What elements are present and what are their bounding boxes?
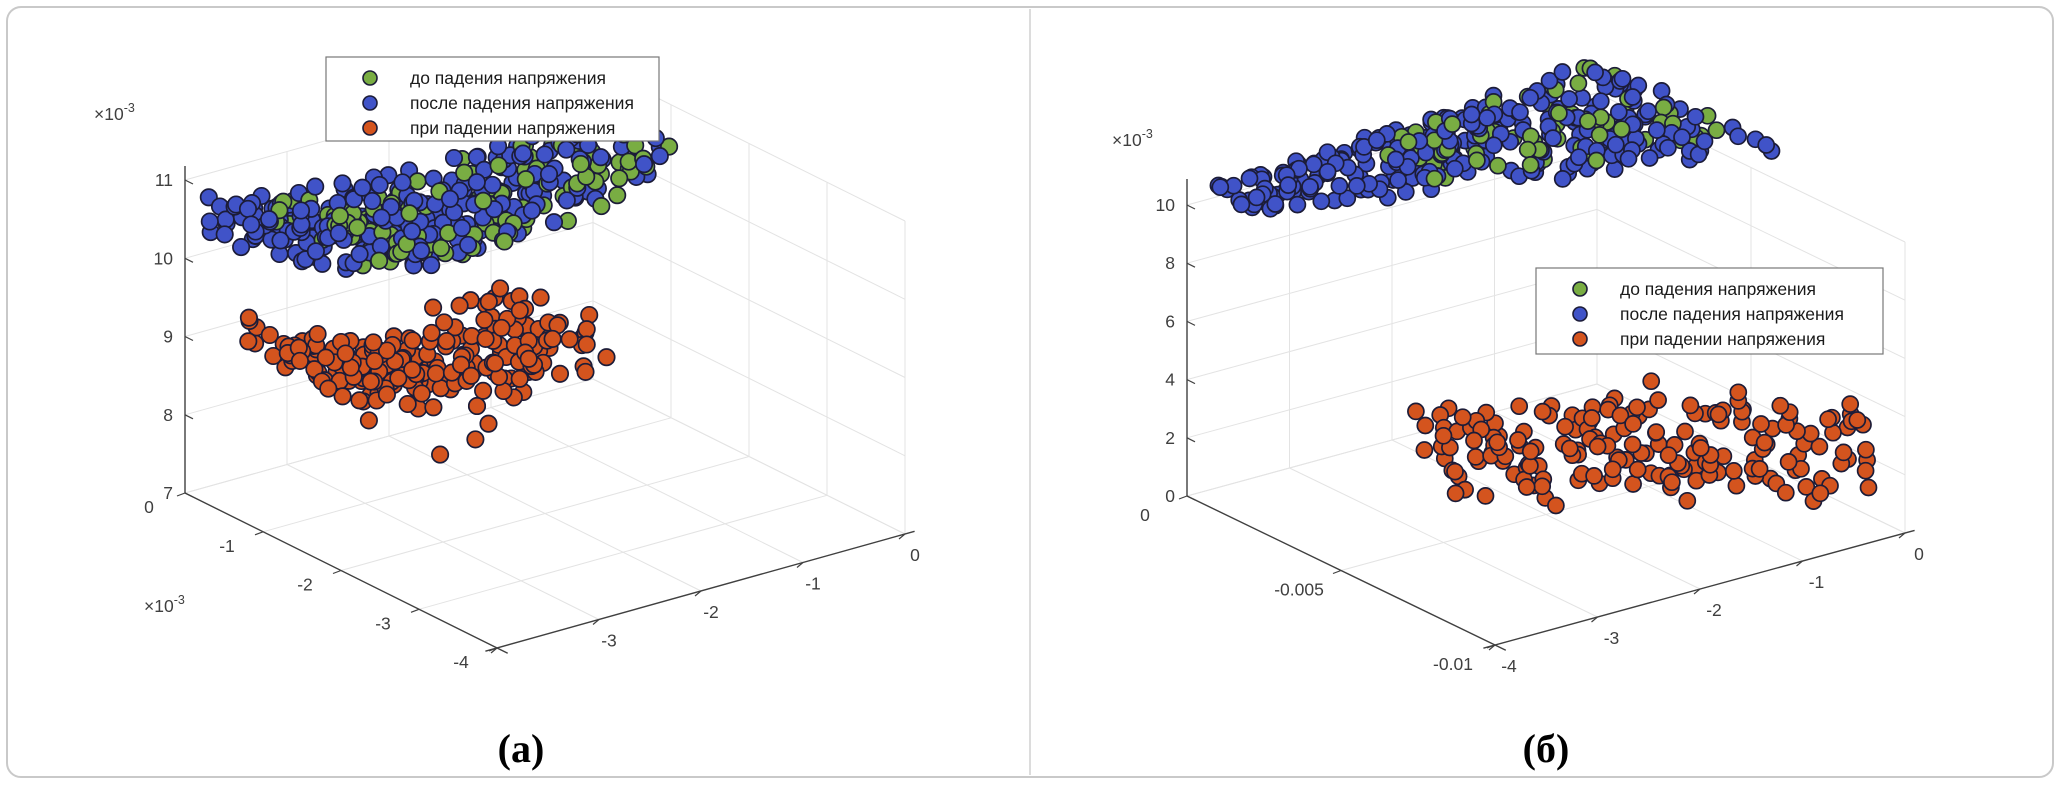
legend-label-orange: при падении напряжения (410, 118, 615, 138)
svg-text:-1: -1 (219, 536, 235, 556)
svg-text:8: 8 (163, 405, 173, 425)
panel-a-axes (176, 166, 915, 654)
legend-marker-orange (1572, 331, 1588, 347)
svg-text:8: 8 (1165, 253, 1175, 273)
svg-text:0: 0 (1165, 486, 1175, 506)
svg-text:10: 10 (154, 248, 174, 268)
legend-marker-green (362, 70, 378, 86)
svg-text:0: 0 (1140, 505, 1150, 525)
svg-text:7: 7 (163, 483, 173, 503)
svg-text:6: 6 (1165, 311, 1175, 331)
svg-text:0: 0 (1914, 544, 1924, 564)
svg-text:10: 10 (1156, 195, 1176, 215)
svg-text:×10-3: ×10-3 (1112, 127, 1153, 150)
svg-text:×10-3: ×10-3 (144, 593, 185, 616)
svg-text:-2: -2 (297, 575, 313, 595)
legend-marker-blue (1572, 306, 1588, 322)
svg-text:-3: -3 (1604, 628, 1620, 648)
svg-text:9: 9 (163, 327, 173, 347)
panel-b-legend: до падения напряжения после падения напря… (1535, 267, 1884, 355)
svg-text:-0.005: -0.005 (1274, 580, 1324, 600)
legend-marker-orange (362, 120, 378, 136)
legend-marker-blue (362, 95, 378, 111)
svg-text:2: 2 (1165, 428, 1175, 448)
panel-b-caption: (б) (1523, 726, 1570, 771)
svg-text:-0.01: -0.01 (1433, 654, 1473, 674)
svg-text:-1: -1 (1809, 572, 1825, 592)
legend-label-green: до падения напряжения (1620, 279, 1816, 299)
legend-label-blue: после падения напряжения (1620, 304, 1844, 324)
legend-marker-green (1572, 281, 1588, 297)
svg-text:-4: -4 (1501, 656, 1517, 676)
legend-label-blue: после падения напряжения (410, 93, 634, 113)
svg-text:11: 11 (155, 170, 173, 190)
svg-text:4: 4 (1165, 370, 1175, 390)
svg-text:-1: -1 (805, 574, 821, 594)
svg-text:-2: -2 (703, 602, 719, 622)
svg-text:×10-3: ×10-3 (94, 101, 135, 124)
figure-border (6, 6, 2054, 778)
panel-a-scatter-points (199, 86, 679, 464)
legend-label-green: до падения напряжения (410, 68, 606, 88)
panel-b-tick-labels: 0 2 4 6 8 10 0 -0.005 -0.01 -4 -3 -2 -1 0 ×10-3 (1112, 127, 1924, 676)
panel-b: 0 2 4 6 8 10 0 -0.005 -0.01 -4 -3 -2 -1 0 ×10-3 до пад… (1112, 59, 1924, 771)
panel-a: 7 8 9 10 11 0 -1 -2 -3 -4 -3 -2 -1 0 ×10-3 ×10-3 до пад… (94, 56, 920, 771)
svg-text:-4: -4 (453, 652, 469, 672)
svg-text:0: 0 (910, 545, 920, 565)
panel-b-scatter-points (1209, 59, 1878, 515)
svg-text:-2: -2 (1706, 600, 1722, 620)
panel-a-legend: до падения напряжения после падения напря… (325, 56, 660, 142)
panel-b-axes (1178, 179, 1915, 651)
svg-text:-3: -3 (375, 613, 391, 633)
svg-text:0: 0 (144, 497, 154, 517)
panel-a-tick-labels: 7 8 9 10 11 0 -1 -2 -3 -4 -3 -2 -1 0 ×10-3 ×10-3 (94, 101, 920, 672)
legend-label-orange: при падении напряжения (1620, 329, 1825, 349)
svg-text:-3: -3 (601, 631, 617, 651)
panel-a-caption: (а) (498, 726, 545, 771)
